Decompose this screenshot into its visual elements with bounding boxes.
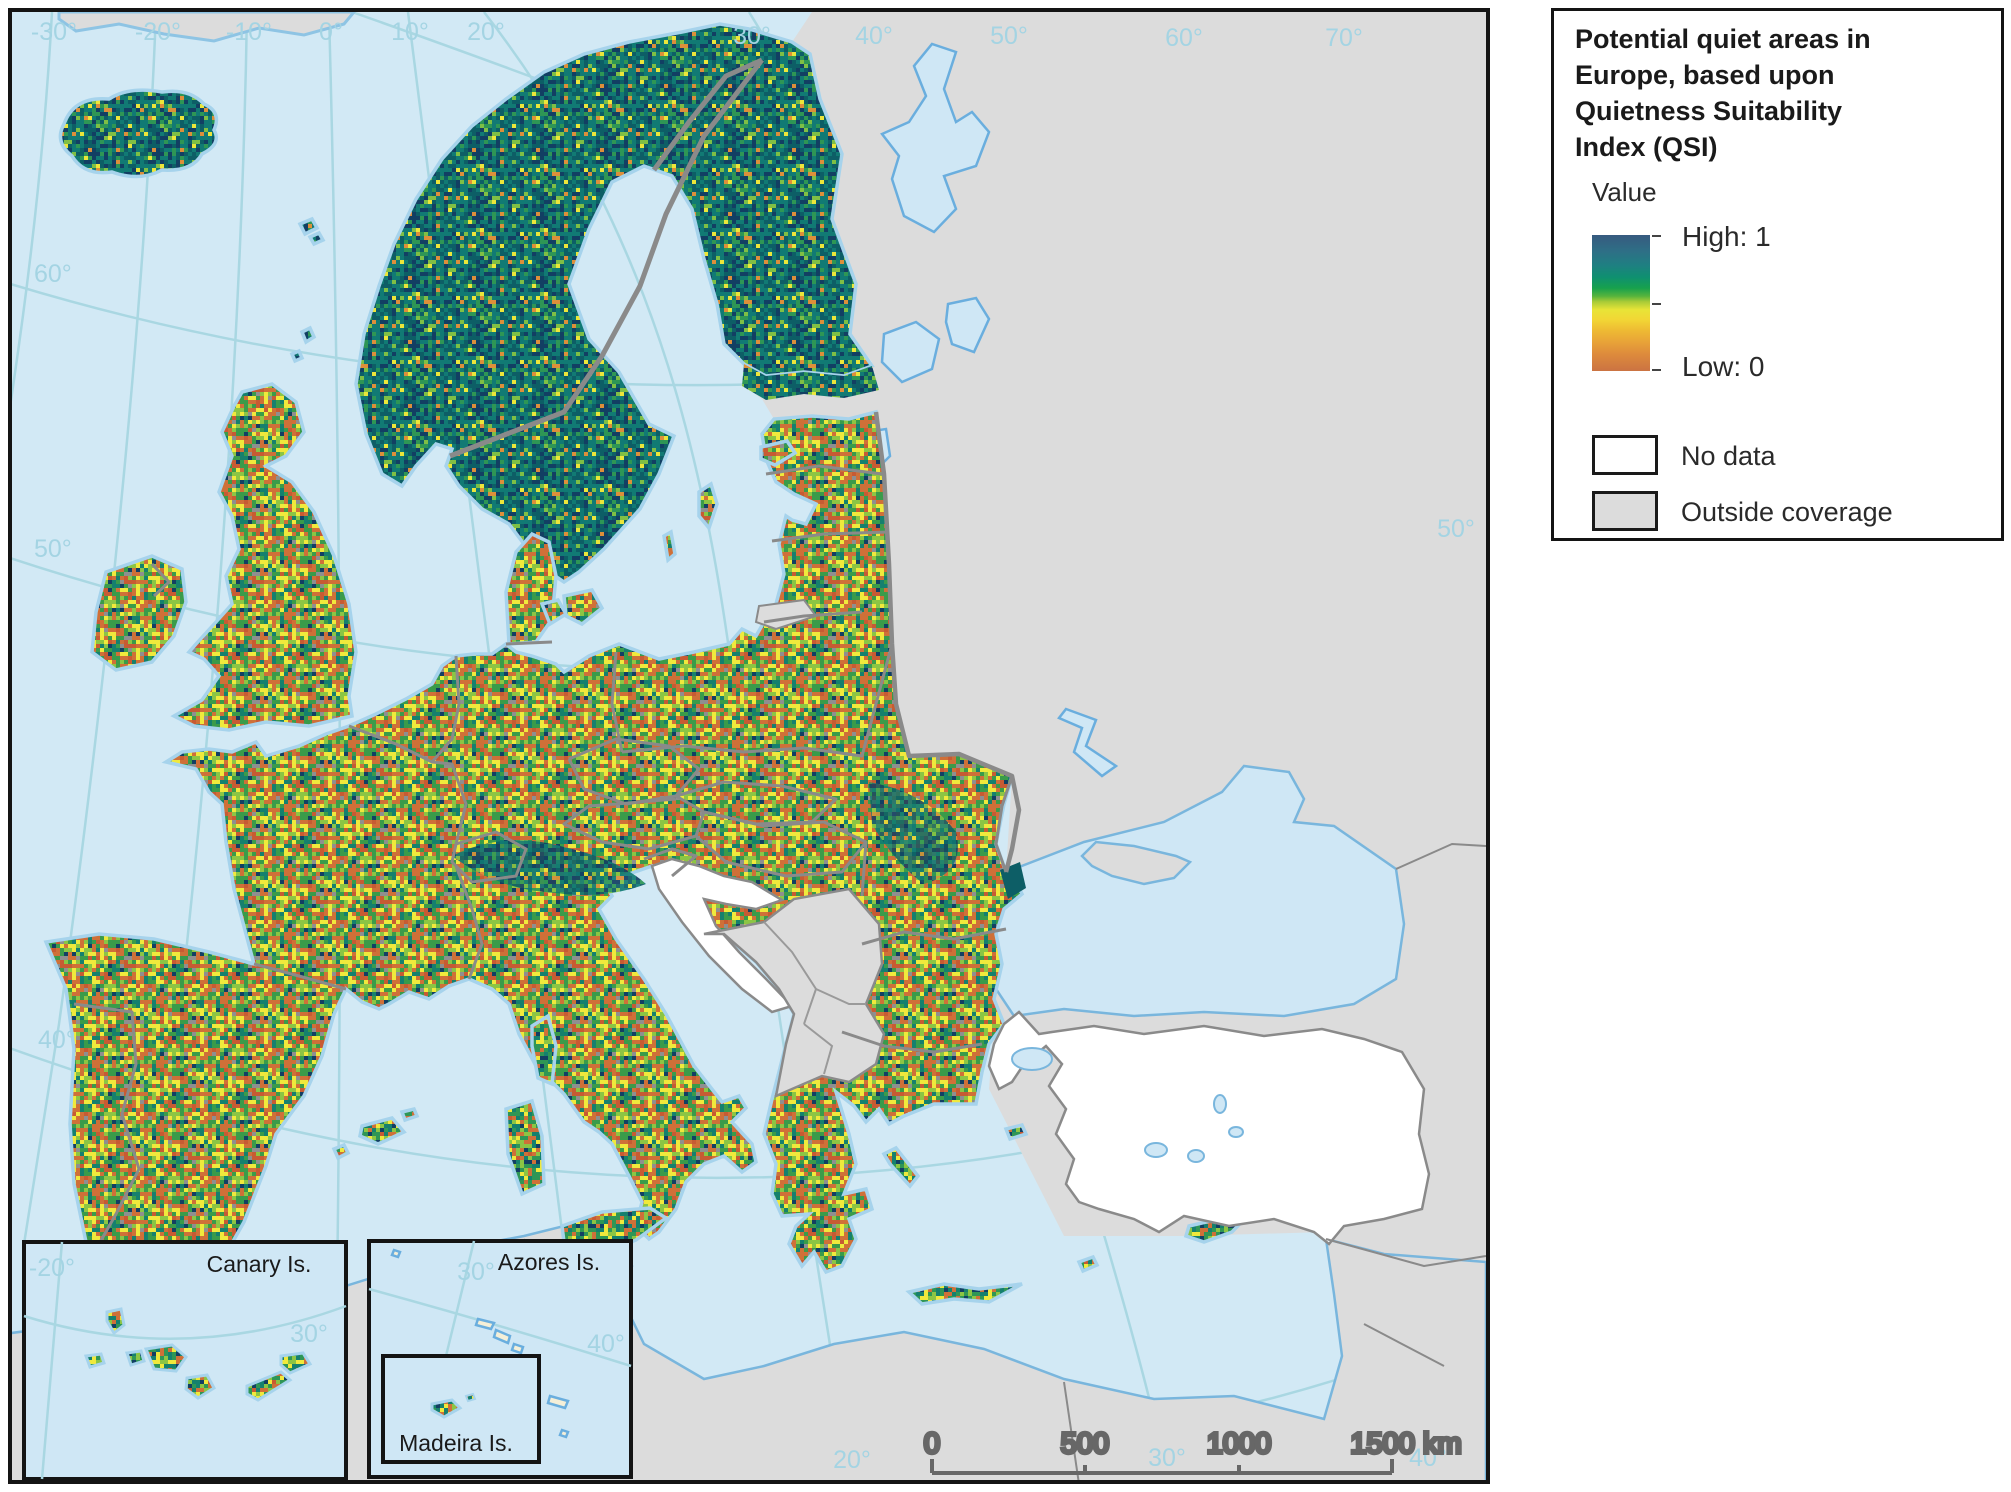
balkans-outside-coverage (703, 887, 886, 1099)
inset-label-madeira-is-: Madeira Is. (399, 1430, 513, 1456)
inset-graticule-label: 40° (587, 1330, 625, 1358)
graticule-label-top: 70° (1325, 24, 1363, 52)
alps-high-qsi (452, 840, 646, 896)
lesbos (1003, 1122, 1029, 1142)
graticule-label-top: 60° (1165, 24, 1203, 52)
inset-label-canary-is-: Canary Is. (207, 1251, 312, 1277)
finland-south-coast-fix (742, 364, 879, 400)
inset-graticule-label: 30° (457, 1258, 495, 1286)
no-data-swatch (1592, 435, 1658, 475)
no-data-label: No data (1681, 441, 1776, 471)
inset-label-azores-is-: Azores Is. (498, 1249, 600, 1275)
porto-santo (464, 1392, 477, 1403)
scalebar-label: 1000 (1207, 1428, 1272, 1460)
finland-sweden-border (651, 57, 764, 172)
graticule-label-top: 30° (733, 22, 771, 50)
faroe-islands (297, 216, 326, 247)
ibiza (331, 1142, 351, 1161)
denmark-jutland (504, 531, 558, 646)
scalebar-label: 1500 km (1350, 1428, 1461, 1460)
legend-title: Potential quiet areas in Europe, based u… (1575, 24, 1871, 162)
legend-value-label: Value (1592, 177, 1657, 207)
graticule-label-bottom: 40° (1409, 1444, 1447, 1472)
crete (905, 1282, 1023, 1306)
graticule-label-left: 40° (38, 1026, 76, 1054)
inset-labels: Canary Is.-20°30°Azores Is.30°40°Madeira… (29, 1249, 625, 1456)
greenland-outside-coverage (57, 12, 356, 43)
graticule-label-top: 0° (319, 18, 343, 46)
crimea-outside-coverage (1080, 840, 1193, 886)
ireland (90, 554, 188, 672)
united-kingdom (170, 382, 358, 732)
ramp-tick-mid (1652, 303, 1661, 305)
canary-islands (83, 1307, 313, 1402)
corsica (530, 1013, 558, 1087)
ramp-tick-high (1652, 235, 1661, 237)
romania-moldova-border (994, 775, 1014, 873)
graticule-label-left: 50° (34, 535, 72, 563)
gotland (697, 481, 719, 532)
black-sea (992, 764, 1406, 1018)
lake-onega (944, 296, 991, 354)
graticule-label-bottom: 30° (1148, 1444, 1186, 1472)
denmark-funen (539, 597, 569, 627)
outside-coverage-swatch (1592, 491, 1658, 531)
rhodes (1076, 1254, 1100, 1274)
lake-ladoga (880, 320, 941, 384)
graticule-label-top: 50° (990, 22, 1028, 50)
country-borders (73, 57, 1486, 1480)
map-frame: -30° -20° -10° 0° 10° 20° 30° 40° 50° 60° 70° 60° 50… (8, 8, 1490, 1484)
graticule-label-top: 10° (391, 18, 429, 46)
legend-high-label: High: 1 (1682, 221, 1771, 252)
iceland (58, 88, 219, 179)
carpathians-high-qsi (869, 782, 958, 884)
outside-coverage-label: Outside coverage (1681, 497, 1893, 527)
euboea (881, 1145, 921, 1189)
scalebar-label: 500 (1061, 1428, 1109, 1460)
scalebar-label: 0 (924, 1428, 940, 1460)
sardinia (504, 1098, 546, 1197)
minorca (399, 1106, 420, 1123)
graticule-label-top: -10° (226, 18, 272, 46)
graticule-label-top: -20° (135, 18, 181, 46)
legend-panel: Potential quiet areas in Europe, based u… (1551, 8, 2004, 541)
inset-graticule-label: -20° (29, 1254, 75, 1282)
norway-sweden-border (449, 58, 764, 459)
graticule-label-left: 60° (34, 260, 72, 288)
graticule-label-top: 40° (855, 22, 893, 50)
white-sea (880, 42, 991, 234)
inset-graticule-label: 30° (290, 1320, 328, 1348)
oland (662, 529, 677, 564)
sea-of-marmara (1011, 1047, 1053, 1071)
turkey-no-data (987, 1010, 1431, 1246)
graticule-label-top: -30° (31, 18, 77, 46)
northern-waters (862, 42, 1119, 778)
graticule-label-top: 20° (467, 18, 505, 46)
saaremaa (759, 439, 798, 467)
madeira-island (430, 1398, 463, 1419)
europe-qsi-map: -30° -20° -10° 0° 10° 20° 30° 40° 50° 60° 70° 60° 50… (12, 12, 1486, 1480)
turkey-lakes (1011, 1047, 1244, 1163)
croatia-no-data (650, 857, 795, 1014)
graticule-labels: -30° -20° -10° 0° 10° 20° 30° 40° 50° 60° 70° 60° 50… (31, 18, 1475, 1474)
canary-inset (22, 1240, 348, 1480)
graticule-label-bottom: 20° (833, 1446, 871, 1474)
qsi-color-ramp (1592, 235, 1650, 371)
graticule-label-right: 50° (1437, 515, 1475, 543)
mallorca (358, 1116, 407, 1146)
legend-low-label: Low: 0 (1682, 351, 1765, 382)
scale-bar: 0 500 1000 1500 km (922, 1426, 1464, 1475)
ramp-tick-low (1652, 369, 1661, 371)
dnieper-reservoirs (1057, 707, 1119, 778)
azores-islands (390, 1248, 570, 1439)
balkans-internal-borders (763, 921, 866, 1075)
azores-inset (367, 1239, 633, 1479)
shetland (289, 325, 317, 364)
eu-east-border (873, 411, 1022, 873)
madeira-inset (381, 1354, 541, 1464)
